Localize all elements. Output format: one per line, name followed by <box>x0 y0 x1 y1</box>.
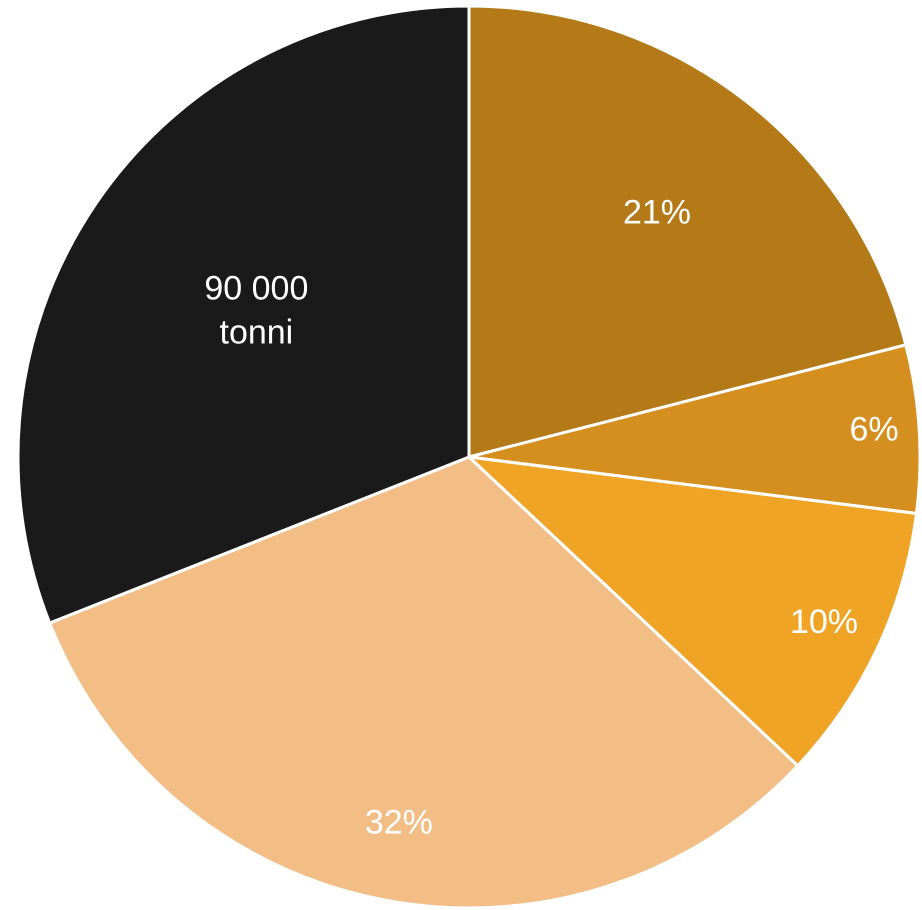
pie-slice-label-line: 6% <box>850 410 899 448</box>
pie-slices <box>16 4 922 910</box>
pie-slice-label-line: 90 000 <box>204 269 308 307</box>
pie-slice-label-1: 21% <box>623 194 691 232</box>
pie-slice-label-line: tonni <box>220 313 294 351</box>
pie-labels: 21% 6% 10% 32% 90 000 tonni <box>204 194 898 842</box>
pie-slice-label-2: 6% <box>850 410 899 448</box>
pie-slice-label-line: 32% <box>365 804 433 842</box>
pie-slice-label-5: 90 000 tonni <box>204 269 308 351</box>
pie-slice-label-line: 10% <box>790 603 858 641</box>
pie-slice-5 <box>16 4 471 625</box>
pie-slice-label-3: 10% <box>790 603 858 641</box>
pie-slice-3 <box>467 455 918 768</box>
pie-slice-label-line: 21% <box>623 194 691 232</box>
pie-slice-2 <box>467 343 922 516</box>
pie-slice-label-4: 32% <box>365 804 433 842</box>
pie-slice-1 <box>467 4 908 459</box>
pie-slice-4 <box>48 455 800 910</box>
